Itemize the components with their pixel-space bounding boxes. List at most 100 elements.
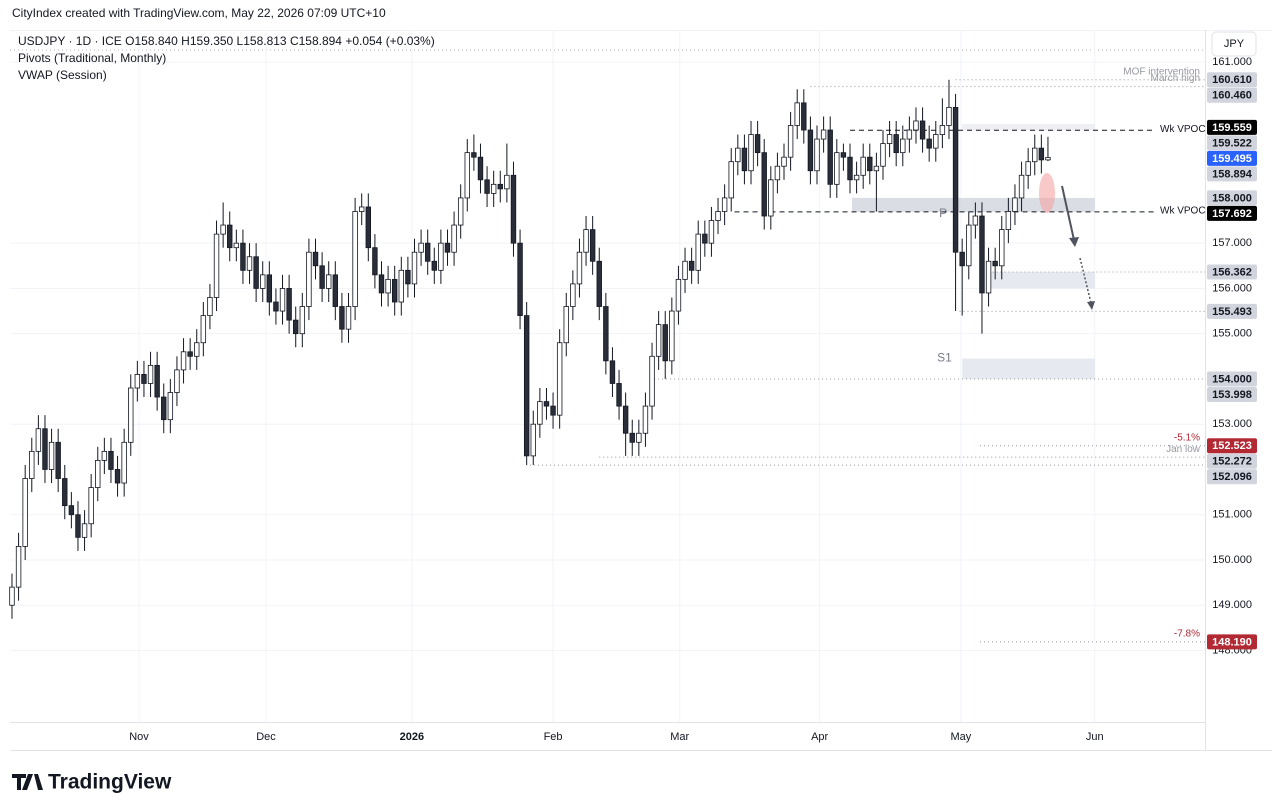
zone [962, 124, 1095, 131]
candle-body [688, 260, 695, 271]
candle-body [794, 102, 800, 126]
price-label: 159.522 [1212, 137, 1252, 149]
price-label-bg [1207, 438, 1257, 454]
candle-body [1018, 174, 1025, 199]
candle-body [543, 401, 550, 407]
candle-body [68, 505, 75, 516]
candle-body [174, 369, 180, 393]
level-note: Wk VPOC [1160, 124, 1206, 135]
pivot-label: S1 [937, 351, 952, 365]
candle-body [754, 134, 761, 154]
candle-body [312, 251, 319, 267]
x-tick-label: Nov [129, 731, 149, 743]
price-label-bg [1207, 150, 1257, 166]
price-label-bg [1207, 190, 1257, 206]
candle-body [596, 260, 602, 307]
price-label: 153.998 [1212, 389, 1252, 401]
candle-body [398, 269, 404, 303]
level-note: MOF intervention [1123, 66, 1200, 77]
candle-body [913, 120, 919, 131]
candle-body [319, 265, 325, 289]
candle-body [240, 242, 246, 271]
price-label-bg [1207, 469, 1257, 485]
price-label-bg [1207, 119, 1257, 135]
candle-body [418, 242, 424, 253]
zone [851, 197, 1095, 212]
candle-body [227, 224, 233, 249]
price-label: 158.894 [1212, 168, 1253, 180]
price-label-bg [1207, 303, 1257, 319]
price-label: 157.692 [1212, 208, 1252, 220]
candle-body [761, 152, 767, 217]
candle-body [510, 174, 517, 244]
candle-body [735, 147, 741, 163]
candle-body [260, 274, 266, 289]
candle-body [939, 125, 946, 135]
level-note: -5.1% [1174, 432, 1200, 443]
candle-body [134, 374, 141, 389]
candle-body [42, 428, 48, 470]
candle-body [424, 242, 431, 262]
candle-body [774, 165, 781, 181]
candle-body [517, 242, 523, 316]
candle-body [273, 301, 279, 312]
candle-body [972, 215, 979, 226]
zone [962, 358, 1095, 379]
candle-body [985, 260, 992, 294]
candle-body [622, 405, 629, 434]
price-label-bg [1207, 634, 1257, 650]
y-tick-label: 149.000 [1212, 599, 1252, 611]
arrow [1061, 185, 1075, 241]
legend-line: Pivots (Traditional, Monthly) [18, 51, 166, 65]
candle-body [95, 460, 101, 488]
x-tick-label: Feb [544, 731, 563, 743]
candle-body [853, 174, 860, 181]
candle-body [563, 306, 569, 344]
candle-body [1045, 157, 1051, 161]
candle-body [339, 306, 345, 330]
candle-body [748, 134, 754, 172]
candle-body [471, 152, 477, 158]
currency-button[interactable] [1211, 31, 1257, 57]
candle-body [847, 156, 853, 181]
level-note: Wk VPOC [1160, 205, 1206, 216]
candle-body [636, 432, 642, 443]
candle-body [708, 220, 715, 244]
candle-body [405, 269, 411, 285]
candle-body [293, 319, 299, 335]
candle-body [372, 247, 378, 276]
candle-body [550, 405, 556, 416]
candle-body [570, 283, 576, 307]
candle-body [62, 478, 68, 507]
x-tick-label: Dec [256, 731, 276, 743]
candle-body [556, 342, 563, 416]
candle-body [48, 441, 55, 470]
candle-body [999, 229, 1005, 267]
candle-body [669, 310, 675, 362]
price-label: 158.000 [1212, 192, 1252, 204]
x-tick-label: Mar [670, 731, 689, 743]
candle-body [167, 392, 174, 421]
candle-body [649, 355, 655, 407]
y-tick-label: 150.000 [1212, 554, 1252, 566]
price-label: 160.460 [1212, 90, 1252, 102]
candle-body [477, 156, 484, 181]
price-label-bg [1207, 166, 1257, 182]
price-label-bg [1207, 87, 1257, 103]
candle-body [886, 134, 893, 144]
candle-body [906, 129, 913, 140]
candle-body [497, 183, 503, 190]
candle-body [530, 423, 536, 457]
candle-body [979, 215, 985, 294]
price-label-bg [1207, 135, 1257, 151]
currency[interactable]: JPY [1224, 38, 1245, 50]
candle-body [616, 383, 622, 407]
level-note: Jan low [1166, 444, 1201, 455]
candle-body [655, 324, 662, 357]
candle-body [1012, 197, 1018, 212]
candle-body [728, 161, 734, 199]
candle-body [523, 315, 530, 457]
candle-body [1025, 161, 1031, 176]
